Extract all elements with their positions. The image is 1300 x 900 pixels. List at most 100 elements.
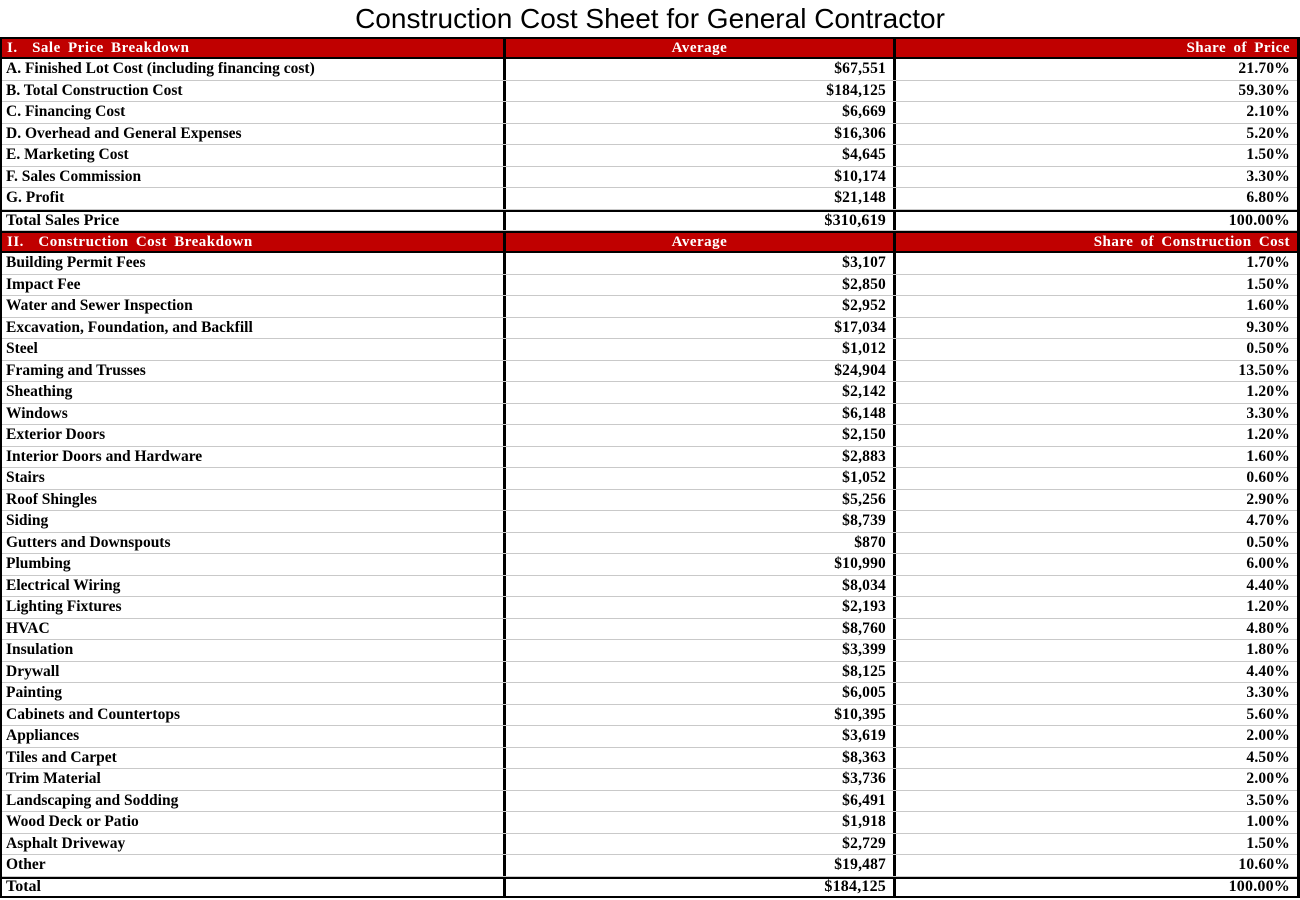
average-value: $6,669 bbox=[506, 102, 896, 123]
table-row: B. Total Construction Cost $184,125 59.30% bbox=[2, 80, 1297, 102]
table-row: Asphalt Driveway $2,729 1.50% bbox=[2, 833, 1297, 855]
table-row: Windows $6,148 3.30% bbox=[2, 403, 1297, 425]
average-value: $67,551 bbox=[506, 59, 896, 80]
item-label: Impact Fee bbox=[2, 274, 506, 295]
average-value: $2,193 bbox=[506, 597, 896, 618]
item-label: Windows bbox=[2, 403, 506, 424]
item-label: C. Financing Cost bbox=[2, 102, 506, 123]
share-value: 3.30% bbox=[1246, 684, 1290, 702]
share-value: 3.30% bbox=[1246, 167, 1290, 185]
share-value: 6.00% bbox=[1246, 555, 1290, 573]
section-header-row: II. Construction Cost Breakdown Average Sh… bbox=[2, 231, 1297, 253]
average-value: $5,256 bbox=[506, 489, 896, 510]
share-value: 1.50% bbox=[1246, 834, 1290, 852]
item-label: Framing and Trusses bbox=[2, 360, 506, 381]
item-label: A. Finished Lot Cost (including financin… bbox=[2, 59, 506, 80]
share-value: 21.70% bbox=[1238, 60, 1290, 78]
item-label: Sheathing bbox=[2, 382, 506, 403]
table-row: Tiles and Carpet $8,363 4.50% bbox=[2, 747, 1297, 769]
share-value: 2.10% bbox=[1246, 103, 1290, 121]
share-value: 2.00% bbox=[1246, 727, 1290, 745]
item-label: Painting bbox=[2, 683, 506, 704]
table-row: Wood Deck or Patio $1,918 1.00% bbox=[2, 812, 1297, 834]
item-label: Exterior Doors bbox=[2, 425, 506, 446]
average-value: $2,850 bbox=[506, 274, 896, 295]
item-label: Appliances bbox=[2, 726, 506, 747]
share-value: 1.20% bbox=[1246, 383, 1290, 401]
average-value: $1,918 bbox=[506, 812, 896, 833]
average-value: $8,739 bbox=[506, 511, 896, 532]
average-value: $6,491 bbox=[506, 790, 896, 811]
share-value: 4.50% bbox=[1246, 748, 1290, 766]
item-label: Steel bbox=[2, 339, 506, 360]
table-row: D. Overhead and General Expenses $16,306 5… bbox=[2, 123, 1297, 145]
table-row: E. Marketing Cost $4,645 1.50% bbox=[2, 145, 1297, 167]
table-row: Landscaping and Sodding $6,491 3.50% bbox=[2, 790, 1297, 812]
share-value: 1.50% bbox=[1246, 275, 1290, 293]
average-value: $3,736 bbox=[506, 769, 896, 790]
table-row: Sheathing $2,142 1.20% bbox=[2, 382, 1297, 404]
share-value: 5.60% bbox=[1246, 705, 1290, 723]
share-value: 4.40% bbox=[1246, 576, 1290, 594]
share-value: 1.00% bbox=[1246, 813, 1290, 831]
average-value: $10,174 bbox=[506, 166, 896, 187]
table-row: Water and Sewer Inspection $2,952 1.60% bbox=[2, 296, 1297, 318]
share-value: 3.30% bbox=[1246, 404, 1290, 422]
item-label: Roof Shingles bbox=[2, 489, 506, 510]
table-row: Steel $1,012 0.50% bbox=[2, 339, 1297, 361]
average-value: $16,306 bbox=[506, 123, 896, 144]
average-value: $3,399 bbox=[506, 640, 896, 661]
average-value: $184,125 bbox=[506, 878, 896, 896]
table-row: Stairs $1,052 0.60% bbox=[2, 468, 1297, 490]
average-value: $3,107 bbox=[506, 253, 896, 274]
share-value: 13.50% bbox=[1238, 361, 1290, 379]
share-value: 6.80% bbox=[1246, 189, 1290, 207]
share-value: 3.50% bbox=[1246, 791, 1290, 809]
average-value: $8,125 bbox=[506, 661, 896, 682]
table-row: A. Finished Lot Cost (including financin… bbox=[2, 59, 1297, 81]
table-row: G. Profit $21,148 6.80% bbox=[2, 188, 1297, 210]
average-value: $184,125 bbox=[506, 80, 896, 101]
average-value: $8,760 bbox=[506, 618, 896, 639]
share-value: 5.20% bbox=[1246, 124, 1290, 142]
item-label: Other bbox=[2, 855, 506, 876]
table-row: Exterior Doors $2,150 1.20% bbox=[2, 425, 1297, 447]
item-label: Lighting Fixtures bbox=[2, 597, 506, 618]
share-value: 1.20% bbox=[1246, 598, 1290, 616]
item-label: G. Profit bbox=[2, 188, 506, 209]
table-row: Interior Doors and Hardware $2,883 1.60% bbox=[2, 446, 1297, 468]
average-value: $24,904 bbox=[506, 360, 896, 381]
average-value: $10,990 bbox=[506, 554, 896, 575]
share-value: 10.60% bbox=[1238, 856, 1290, 874]
item-label: Landscaping and Sodding bbox=[2, 790, 506, 811]
share-value: 1.50% bbox=[1246, 146, 1290, 164]
share-value: 100.00% bbox=[1228, 211, 1290, 229]
cost-table: I. Sale Price Breakdown Average Share of P… bbox=[0, 37, 1300, 898]
share-value: 1.20% bbox=[1246, 426, 1290, 444]
table-row: Cabinets and Countertops $10,395 5.60% bbox=[2, 704, 1297, 726]
item-label: Total Sales Price bbox=[2, 211, 506, 230]
table-row: Siding $8,739 4.70% bbox=[2, 511, 1297, 533]
section-header-row: I. Sale Price Breakdown Average Share of P… bbox=[2, 37, 1297, 59]
share-column-header: Share of Construction Cost bbox=[1093, 233, 1290, 250]
table-row: C. Financing Cost $6,669 2.10% bbox=[2, 102, 1297, 124]
share-value: 2.90% bbox=[1246, 490, 1290, 508]
table-row: Impact Fee $2,850 1.50% bbox=[2, 274, 1297, 296]
average-value: $3,619 bbox=[506, 726, 896, 747]
average-value: $2,729 bbox=[506, 833, 896, 854]
section-title: II. Construction Cost Breakdown bbox=[2, 233, 506, 251]
table-row: Trim Material $3,736 2.00% bbox=[2, 769, 1297, 791]
item-label: Interior Doors and Hardware bbox=[2, 446, 506, 467]
table-row: Roof Shingles $5,256 2.90% bbox=[2, 489, 1297, 511]
average-value: $2,883 bbox=[506, 446, 896, 467]
table-row: Painting $6,005 3.30% bbox=[2, 683, 1297, 705]
share-value: 100.00% bbox=[1228, 878, 1290, 896]
share-value: 0.50% bbox=[1246, 533, 1290, 551]
average-column-header: Average bbox=[506, 39, 896, 57]
item-label: Wood Deck or Patio bbox=[2, 812, 506, 833]
item-label: Water and Sewer Inspection bbox=[2, 296, 506, 317]
average-value: $21,148 bbox=[506, 188, 896, 209]
page-title: Construction Cost Sheet for General Cont… bbox=[355, 2, 945, 34]
average-value: $6,148 bbox=[506, 403, 896, 424]
